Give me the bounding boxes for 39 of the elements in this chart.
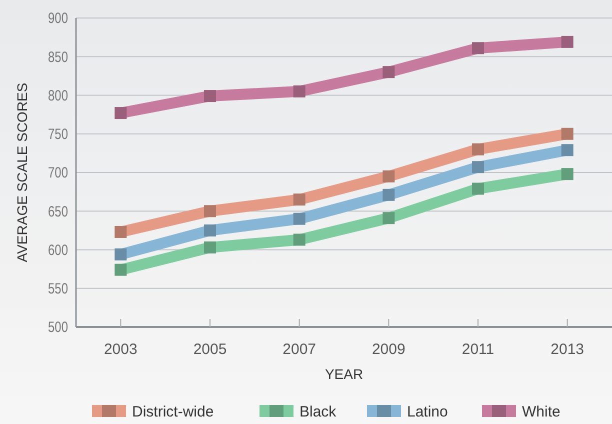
point	[293, 234, 306, 246]
legend-label: Black	[300, 403, 337, 420]
x-axis-title: YEAR	[324, 366, 364, 382]
y-tick-label: 850	[48, 48, 68, 66]
y-tick-label: 500	[48, 319, 68, 336]
y-axis-title: AVERAGE SCALE SCORES	[14, 82, 30, 262]
x-tick-label: 2013	[550, 341, 584, 358]
point	[204, 224, 216, 236]
point	[114, 107, 127, 120]
point	[293, 85, 306, 98]
point	[472, 42, 484, 54]
y-tick-label: 900	[48, 10, 68, 27]
point	[293, 212, 306, 225]
point	[561, 144, 574, 156]
y-tick-label: 750	[48, 126, 68, 142]
point	[204, 90, 216, 102]
point	[561, 168, 574, 180]
point	[114, 264, 127, 276]
point	[561, 36, 574, 48]
point	[382, 66, 395, 78]
x-tick-label: 2003	[104, 341, 138, 358]
y-tick-label: 650	[48, 203, 68, 220]
point	[204, 241, 216, 254]
point	[382, 212, 395, 224]
point	[472, 161, 484, 174]
y-tick-label: 600	[48, 242, 68, 258]
x-tick-label: 2007	[282, 341, 316, 358]
legend-label: White	[522, 403, 560, 420]
point	[114, 248, 127, 260]
x-tick-label: 2011	[462, 341, 494, 358]
point	[382, 188, 395, 201]
y-tick-label: 800	[48, 87, 68, 104]
legend-label: District-wide	[132, 403, 214, 420]
point	[472, 182, 484, 195]
x-tick-label: 2005	[193, 341, 227, 358]
y-tick-label: 700	[48, 164, 68, 182]
x-tick-label: 2009	[372, 341, 406, 358]
legend-label: Latino	[407, 403, 448, 420]
y-tick-label: 550	[48, 280, 68, 297]
